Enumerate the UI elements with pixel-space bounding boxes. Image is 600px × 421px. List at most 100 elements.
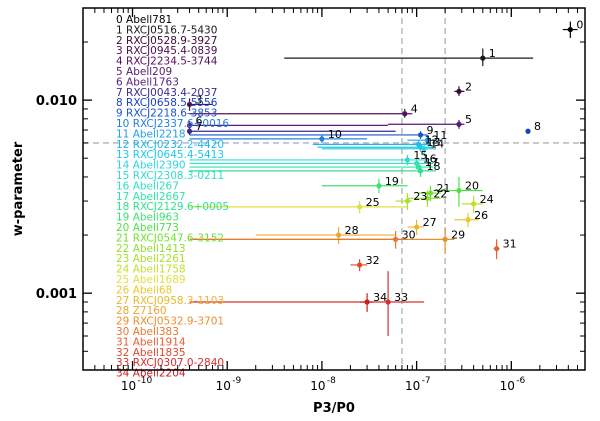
data-point bbox=[424, 195, 431, 201]
legend-entry: 23 Abell2261 bbox=[116, 253, 186, 265]
point-label: 29 bbox=[451, 228, 465, 241]
point-label: 31 bbox=[503, 238, 517, 251]
data-point bbox=[364, 299, 370, 305]
data-point bbox=[402, 111, 408, 117]
point-label: 28 bbox=[345, 224, 359, 237]
error-bars bbox=[188, 21, 578, 337]
y-axis-title: w-parameter bbox=[11, 141, 26, 236]
legend-entry: 33 RXCJ0307.0-2840 bbox=[116, 357, 224, 369]
data-point bbox=[494, 246, 500, 252]
data-point bbox=[356, 204, 363, 210]
data-point bbox=[414, 224, 420, 230]
point-label: 12 bbox=[425, 133, 439, 146]
legend-entry: 20 Abell773 bbox=[116, 222, 179, 234]
point-label: 8 bbox=[534, 120, 541, 133]
point-label: 22 bbox=[433, 187, 447, 200]
x-tick-label: 10 bbox=[405, 379, 420, 393]
legend-entry: 13 RXCJ0645.4-5413 bbox=[116, 149, 224, 161]
data-point bbox=[186, 128, 193, 134]
legend-entry: 21 RXCJ0547.6-3152 bbox=[116, 232, 224, 244]
legend-entry: 0 Abell781 bbox=[116, 14, 172, 26]
legend-entry: 14 Abell2390 bbox=[116, 160, 186, 172]
data-point bbox=[567, 26, 573, 33]
data-point bbox=[186, 122, 193, 128]
data-point bbox=[376, 183, 382, 189]
legend-entry: 24 Abell1758 bbox=[116, 264, 186, 276]
legend-entry: 26 Abell68 bbox=[116, 284, 172, 296]
legend-entry: 25 Abell1689 bbox=[116, 274, 186, 286]
x-tick-label: 10 bbox=[500, 379, 515, 393]
point-label: 6 bbox=[196, 114, 203, 127]
data-point bbox=[456, 88, 462, 94]
data-point bbox=[421, 146, 427, 152]
legend-entry: 1 RXCJ0516.7-5430 bbox=[116, 24, 217, 36]
data-point bbox=[465, 217, 471, 223]
legend-entry: 22 Abell1413 bbox=[116, 243, 186, 255]
legend-entry: 16 Abell267 bbox=[116, 180, 179, 192]
legend-entry: 15 RXCJ2308.3-0211 bbox=[116, 170, 224, 182]
data-point bbox=[335, 232, 342, 238]
data-point bbox=[417, 168, 424, 174]
legend-entry: 30 Abell383 bbox=[116, 326, 179, 338]
point-label: 20 bbox=[465, 180, 479, 193]
data-point bbox=[385, 299, 391, 305]
data-point bbox=[456, 187, 462, 194]
data-point bbox=[525, 128, 531, 134]
data-point bbox=[356, 262, 363, 268]
point-label: 11 bbox=[433, 129, 447, 142]
data-point bbox=[404, 157, 411, 163]
data-point bbox=[480, 55, 486, 61]
legend-entry: 17 Abell2667 bbox=[116, 191, 186, 203]
point-label: 1 bbox=[489, 47, 496, 60]
point-label: 7 bbox=[196, 120, 203, 133]
point-label: 5 bbox=[465, 113, 472, 126]
data-point bbox=[417, 132, 424, 138]
legend-entry: 6 Abell1763 bbox=[116, 76, 179, 88]
data-point bbox=[424, 137, 431, 143]
legend-entry: 8 RXCJ0658.5-5556 bbox=[116, 97, 218, 109]
point-label: 21 bbox=[436, 182, 450, 195]
point-label: 19 bbox=[385, 175, 399, 188]
point-label: 9 bbox=[427, 124, 434, 137]
legend-entry: 10 RXCJ2337.6+0016 bbox=[116, 118, 229, 130]
legend-entry: 5 Abell209 bbox=[116, 66, 172, 78]
legend-entry: 28 Z7160 bbox=[116, 305, 167, 317]
point-label: 32 bbox=[366, 254, 380, 267]
x-tick-label: 10 bbox=[216, 379, 231, 393]
reference-lines bbox=[83, 8, 585, 370]
point-label: 24 bbox=[480, 193, 494, 206]
x-tick-exponent: -8 bbox=[327, 376, 336, 386]
data-point bbox=[404, 198, 411, 204]
point-label: 4 bbox=[411, 103, 418, 116]
x-tick-exponent: -9 bbox=[232, 376, 241, 386]
point-label: 18 bbox=[427, 160, 441, 173]
point-label: 0 bbox=[576, 19, 583, 32]
x-tick-exponent: -10 bbox=[138, 376, 153, 386]
point-label: 26 bbox=[474, 209, 488, 222]
point-label: 25 bbox=[366, 196, 380, 209]
legend-entry: 32 Abell1835 bbox=[116, 347, 186, 359]
point-label: 10 bbox=[328, 128, 342, 141]
point-label: 14 bbox=[430, 138, 444, 151]
x-tick-exponent: -6 bbox=[516, 376, 525, 386]
data-point bbox=[186, 101, 193, 108]
legend-entry: 3 RXCJ0945.4-0839 bbox=[116, 45, 217, 57]
legend-entry: 19 Abell963 bbox=[116, 212, 179, 224]
legend-entry: 9 RXCJ2218.6-3853 bbox=[116, 108, 217, 120]
data-point bbox=[427, 190, 434, 196]
x-axis-title: P3/P0 bbox=[313, 401, 355, 416]
x-tick-label: 10 bbox=[310, 379, 325, 393]
point-label: 34 bbox=[373, 291, 387, 304]
point-label: 3 bbox=[196, 93, 203, 106]
data-point bbox=[393, 236, 399, 242]
point-label: 30 bbox=[402, 228, 416, 241]
data-point bbox=[442, 236, 448, 242]
x-tick-label: 10 bbox=[121, 379, 136, 393]
legend-entry: 29 RXCJ0532.9-3701 bbox=[116, 316, 224, 328]
point-label: 27 bbox=[423, 216, 437, 229]
legend-entry: 4 RXCJ2234.5-3744 bbox=[116, 56, 218, 68]
